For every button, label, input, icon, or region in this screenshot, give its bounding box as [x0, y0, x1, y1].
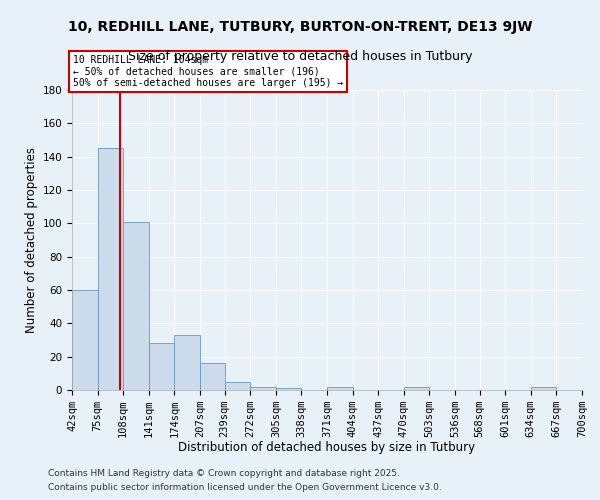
Text: Contains HM Land Registry data © Crown copyright and database right 2025.: Contains HM Land Registry data © Crown c…: [48, 468, 400, 477]
Text: Contains public sector information licensed under the Open Government Licence v3: Contains public sector information licen…: [48, 484, 442, 492]
Bar: [224, 382, 250, 390]
Bar: [149, 344, 175, 390]
Text: 10 REDHILL LANE: 104sqm
← 50% of detached houses are smaller (196)
50% of semi-d: 10 REDHILL LANE: 104sqm ← 50% of detache…: [73, 55, 343, 88]
Bar: [404, 386, 430, 390]
Bar: [276, 388, 301, 390]
Bar: [98, 148, 123, 390]
Bar: [327, 386, 353, 390]
X-axis label: Distribution of detached houses by size in Tutbury: Distribution of detached houses by size …: [178, 442, 476, 454]
Text: 10, REDHILL LANE, TUTBURY, BURTON-ON-TRENT, DE13 9JW: 10, REDHILL LANE, TUTBURY, BURTON-ON-TRE…: [68, 20, 532, 34]
Text: Size of property relative to detached houses in Tutbury: Size of property relative to detached ho…: [128, 50, 472, 63]
Bar: [200, 364, 224, 390]
Bar: [250, 386, 276, 390]
Bar: [123, 222, 149, 390]
Bar: [531, 386, 556, 390]
Bar: [72, 290, 98, 390]
Y-axis label: Number of detached properties: Number of detached properties: [25, 147, 38, 333]
Bar: [175, 335, 200, 390]
